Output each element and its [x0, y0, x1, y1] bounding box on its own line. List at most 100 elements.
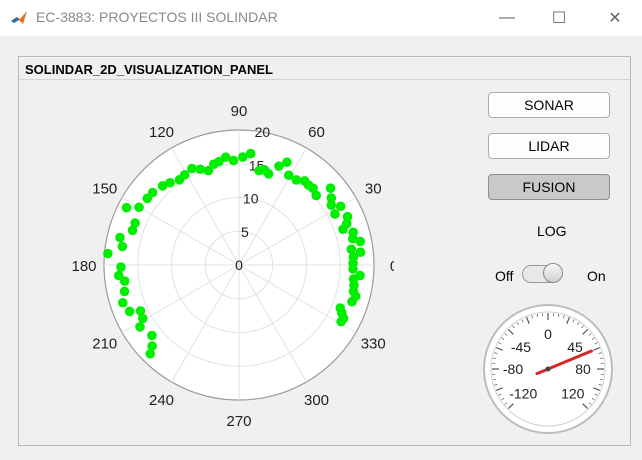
data-point — [342, 211, 353, 222]
fusion-button[interactable]: FUSION — [488, 174, 610, 200]
polar-points — [103, 148, 366, 359]
log-off-label: Off — [495, 268, 514, 284]
gauge-tick — [498, 342, 502, 345]
data-point — [237, 152, 248, 162]
data-point — [282, 157, 292, 168]
angle-tick-label: 30 — [365, 181, 382, 198]
angle-gridline — [238, 197, 357, 266]
gauge-tick — [501, 398, 505, 401]
sonar-button[interactable]: SONAR — [488, 92, 610, 118]
gauge-tick — [493, 357, 497, 360]
data-point — [291, 175, 302, 185]
data-point — [348, 252, 359, 262]
radius-tick-label: 20 — [255, 124, 271, 140]
gauge-tick — [531, 315, 533, 319]
angle-tick-label: 0 — [390, 258, 394, 275]
gauge-tick — [594, 393, 598, 396]
angle-gridline — [171, 264, 240, 383]
gauge-tick — [507, 403, 514, 410]
data-point — [245, 148, 256, 159]
gauge-tick — [504, 402, 508, 405]
minimize-button[interactable]: — — [484, 0, 530, 36]
data-point — [195, 164, 206, 175]
data-point — [117, 241, 128, 252]
gauge-tick — [507, 328, 514, 335]
data-point — [335, 201, 346, 212]
gauge-tick-label: 120 — [561, 386, 585, 402]
data-point — [203, 165, 214, 176]
data-point — [121, 202, 132, 213]
gauge-tick-label: 0 — [544, 326, 552, 342]
data-point — [220, 152, 231, 162]
gauge-tick — [498, 393, 502, 396]
data-point — [299, 176, 310, 186]
gauge-tick — [521, 319, 524, 323]
gauge-tick — [557, 314, 560, 318]
data-point — [283, 170, 294, 181]
data-point — [355, 270, 365, 281]
angle-tick-label: 270 — [226, 413, 251, 430]
gauge-tick — [588, 402, 592, 405]
gauge-tick — [581, 325, 584, 329]
data-point — [137, 313, 148, 324]
data-point — [142, 193, 153, 204]
window-title: EC-3883: PROYECTOS III SOLINDAR — [36, 9, 278, 25]
angle-tick-label: 60 — [308, 124, 325, 141]
angle-tick-label: 300 — [304, 392, 329, 409]
data-point — [348, 227, 358, 238]
radius-tick-label: 5 — [241, 224, 249, 240]
gauge-tick — [563, 315, 565, 319]
angle-tick-label: 330 — [361, 336, 386, 353]
data-point — [228, 155, 239, 166]
angle-gridline — [238, 147, 307, 266]
gauge-tick — [582, 403, 589, 410]
data-point — [127, 225, 138, 236]
gauge-tick — [501, 337, 505, 340]
lidar-button[interactable]: LIDAR — [488, 133, 610, 159]
log-toggle-switch[interactable] — [522, 263, 563, 283]
gauge-tick — [588, 333, 592, 336]
gauge-tick — [591, 398, 595, 401]
data-point — [174, 175, 185, 185]
gauge-tick — [496, 347, 503, 351]
gauge-ticks — [492, 313, 604, 410]
polar-labels: 030609012015018021024027030033005101520 — [71, 103, 394, 430]
gauge-tick — [566, 317, 570, 324]
angle-gridline — [238, 264, 307, 383]
gauge-tick — [599, 357, 603, 360]
panel-divider — [19, 79, 630, 80]
gauge-hub — [545, 366, 551, 372]
data-point — [135, 306, 146, 316]
data-point — [115, 232, 125, 243]
gauge-labels: -120 -80 -45 0 45 80 120 — [503, 326, 591, 402]
data-point — [119, 276, 130, 286]
data-point — [103, 248, 113, 259]
maximize-button[interactable]: ☐ — [536, 0, 582, 36]
gauge-tick — [599, 378, 603, 381]
gauge-tick — [516, 322, 519, 326]
gauge-tick-label: 45 — [567, 339, 583, 355]
gauge-tick — [494, 384, 498, 386]
close-button[interactable]: ✕ — [592, 0, 638, 36]
maximize-icon: ☐ — [551, 10, 567, 27]
gauge-tick-label: -80 — [503, 361, 523, 377]
data-point — [135, 322, 145, 332]
angle-tick-label: 150 — [92, 181, 117, 198]
angle-tick-label: 120 — [149, 124, 174, 141]
data-point — [157, 181, 168, 191]
data-point — [355, 236, 366, 247]
log-on-label: On — [587, 268, 606, 284]
gauge-tick-label: -45 — [511, 339, 531, 355]
data-point — [124, 306, 135, 317]
toggle-knob[interactable] — [543, 263, 563, 283]
gauge-tick — [593, 387, 600, 391]
data-point — [355, 247, 366, 258]
data-point — [118, 297, 128, 308]
data-point — [311, 190, 322, 201]
data-point — [326, 193, 337, 203]
minimize-icon: — — [499, 9, 515, 26]
data-point — [326, 200, 337, 210]
data-point — [130, 218, 140, 228]
radius-tick-label: 0 — [235, 257, 243, 273]
angle-gridline — [171, 147, 240, 266]
